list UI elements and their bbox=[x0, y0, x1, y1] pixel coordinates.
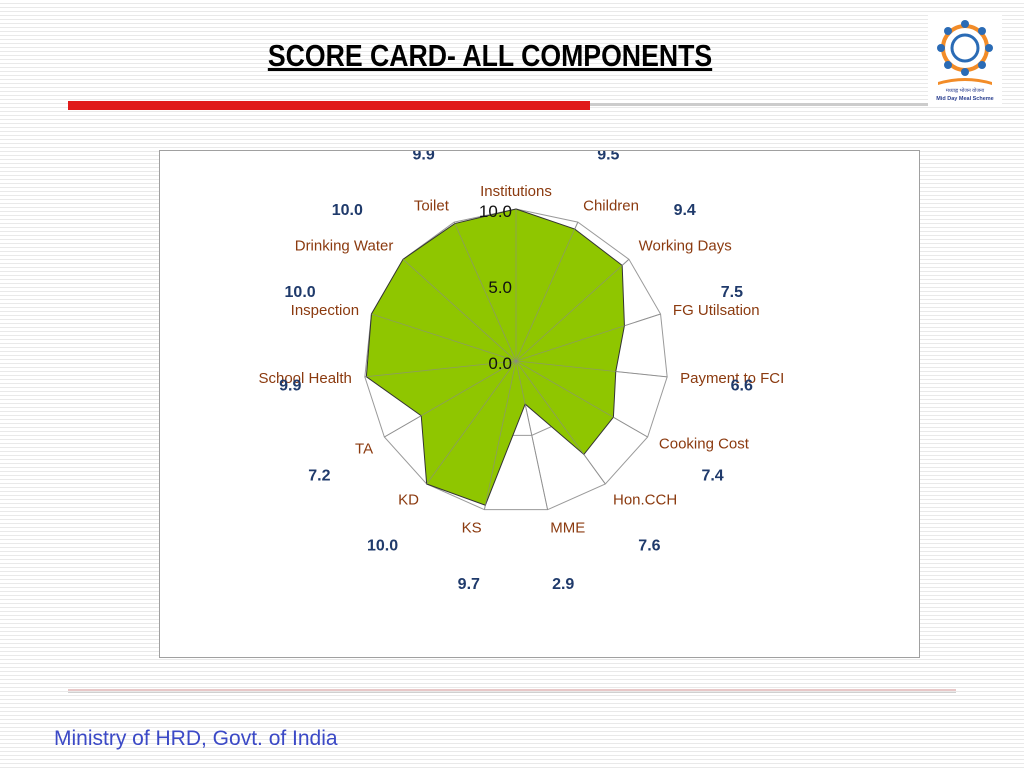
category-label: Drinking Water bbox=[295, 238, 394, 255]
spoke-line-over bbox=[484, 360, 517, 510]
spoke-line-over bbox=[384, 360, 517, 438]
spoke-line-over bbox=[515, 360, 668, 378]
value-label: 9.4 bbox=[674, 202, 696, 219]
spoke-line-over bbox=[515, 313, 661, 362]
title-rule-red bbox=[68, 101, 590, 110]
tick-label: 0.0 bbox=[488, 354, 512, 373]
footer-text: Ministry of HRD, Govt. of India bbox=[54, 727, 338, 750]
value-label: 9.5 bbox=[597, 151, 619, 164]
category-label: KD bbox=[398, 491, 419, 508]
value-label: 9.7 bbox=[458, 576, 480, 593]
title-rule-gray bbox=[590, 103, 928, 106]
spoke-line-over bbox=[371, 313, 517, 362]
radar-ticks: 0.0 5.0 10.0 bbox=[479, 202, 512, 373]
value-label: 7.2 bbox=[308, 468, 330, 485]
category-label: Hon.CCH bbox=[613, 491, 677, 508]
value-labels: 10.0 9.5 9.4 7.5 6.6 7.4 7.6 2.9 9.7 10.0 7.2 9.9 10… bbox=[279, 127, 753, 593]
category-label: Toilet bbox=[414, 197, 450, 214]
category-label: School Health bbox=[258, 370, 351, 387]
spoke-line-over bbox=[515, 360, 606, 485]
category-label: Inspection bbox=[291, 302, 359, 319]
data-polygon bbox=[365, 208, 625, 506]
value-label: 9.9 bbox=[279, 378, 301, 395]
logo-hindi-text: मध्याह्न भोजन योजना bbox=[946, 87, 985, 94]
spoke-line-over bbox=[426, 360, 517, 485]
spoke-line-over bbox=[453, 221, 517, 362]
category-label: TA bbox=[355, 441, 373, 458]
value-label: 7.6 bbox=[638, 538, 660, 555]
tick-label: 10.0 bbox=[479, 202, 512, 221]
category-label: Children bbox=[583, 197, 639, 214]
value-label: 7.5 bbox=[721, 284, 743, 301]
category-label: Cooking Cost bbox=[659, 436, 750, 453]
value-label: 2.9 bbox=[552, 576, 574, 593]
value-label: 10.0 bbox=[367, 538, 398, 555]
value-label: 7.4 bbox=[701, 468, 723, 485]
category-label: MME bbox=[550, 519, 585, 536]
spoke-line-over bbox=[364, 360, 517, 378]
spoke-line-over bbox=[515, 360, 648, 438]
radar-chart: 0.0 5.0 10.0 Institutions Children Working D… bbox=[258, 127, 784, 593]
footer-rule-thin bbox=[68, 692, 956, 693]
value-label: 10.0 bbox=[285, 284, 316, 301]
category-label: Institutions bbox=[480, 183, 552, 200]
tick-label: 5.0 bbox=[488, 278, 512, 297]
spoke-line-over bbox=[515, 258, 630, 362]
logo-caption: Mid Day Meal Scheme bbox=[936, 96, 993, 102]
value-label: 9.9 bbox=[413, 151, 435, 164]
value-label: 6.6 bbox=[731, 378, 753, 395]
chart-panel: 0.0 5.0 10.0 Institutions Children Working D… bbox=[159, 127, 920, 658]
spoke-line-over bbox=[515, 360, 548, 510]
logo-people-ring-icon bbox=[937, 20, 993, 85]
category-label: Payment to FCI bbox=[680, 370, 784, 387]
value-label: 10.0 bbox=[332, 202, 363, 219]
spoke-line-over bbox=[515, 221, 579, 362]
category-label: KS bbox=[462, 519, 482, 536]
category-label: Working Days bbox=[639, 238, 732, 255]
category-label: FG Utilsation bbox=[673, 302, 760, 319]
spoke-line-over bbox=[402, 258, 517, 362]
category-labels: Institutions Children Working Days FG Utils… bbox=[258, 183, 784, 536]
footer-rule bbox=[68, 689, 956, 691]
slide-title: SCORE CARD- ALL COMPONENTS bbox=[267, 38, 713, 73]
mdm-logo: मध्याह्न भोजन योजना Mid Day Meal Scheme bbox=[928, 14, 1002, 104]
radar-spokes-over bbox=[364, 209, 668, 510]
